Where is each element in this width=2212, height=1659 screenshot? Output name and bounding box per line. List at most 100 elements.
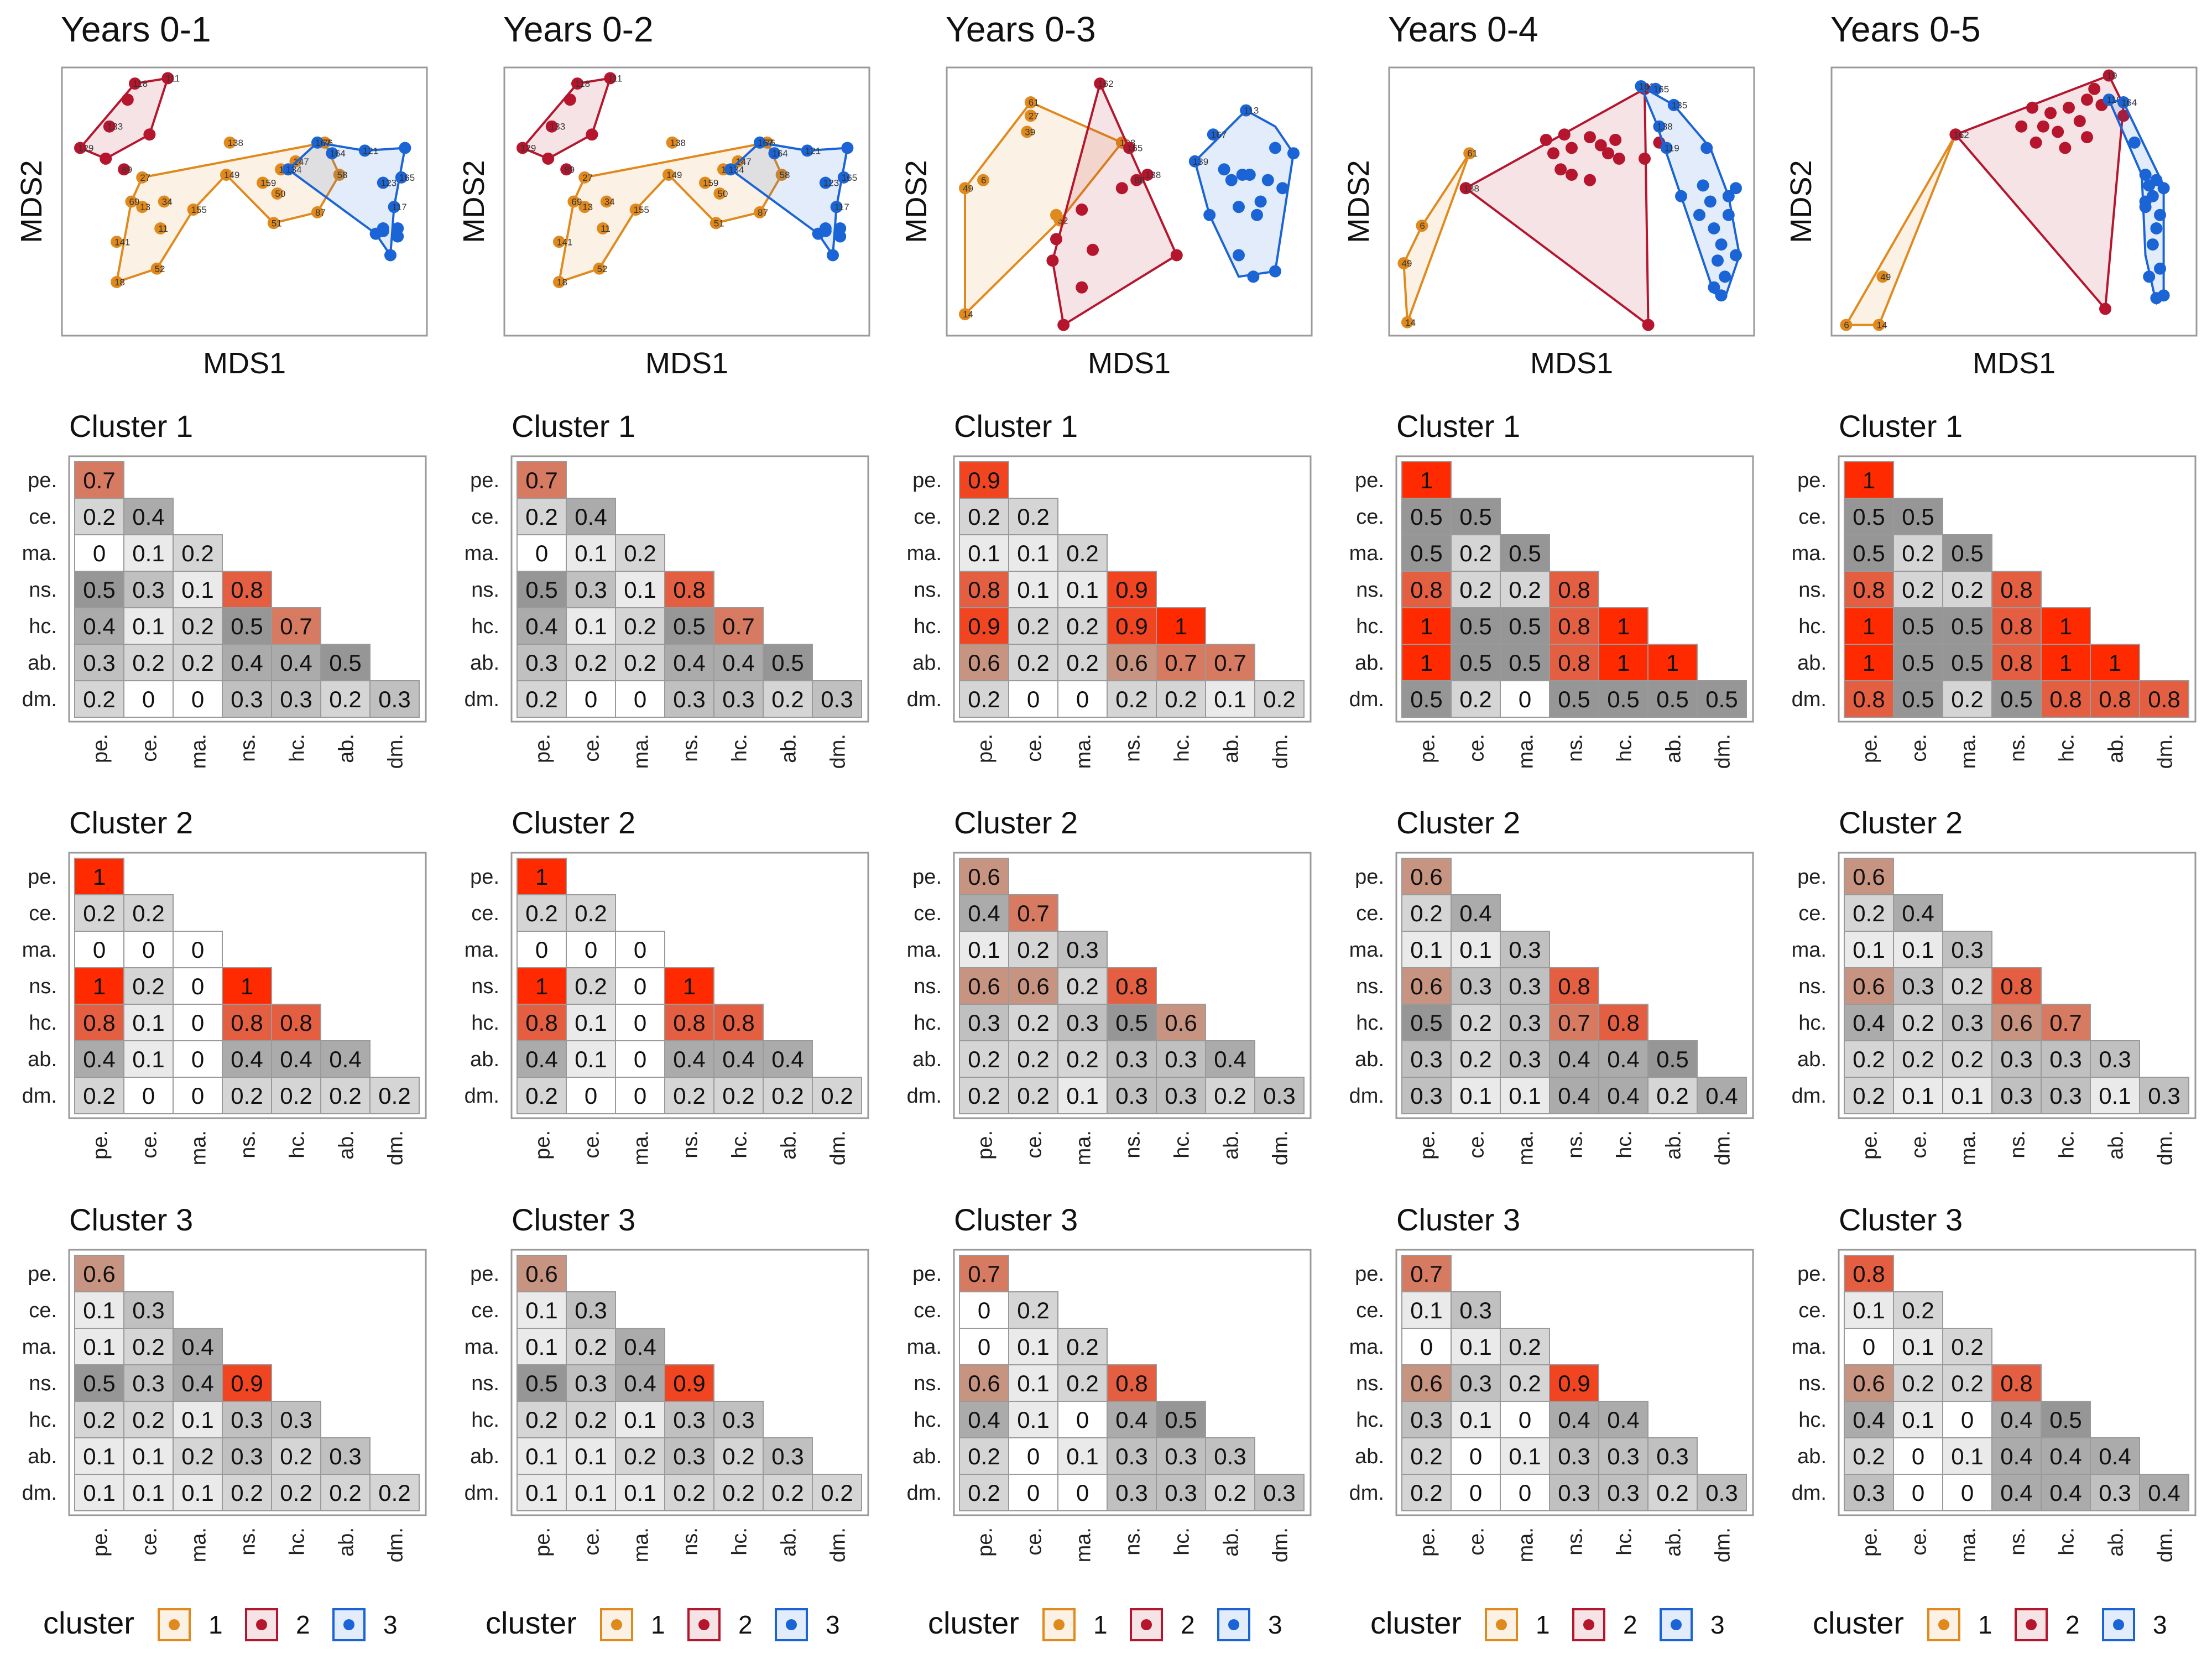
row-label: ns.	[914, 1372, 942, 1395]
legend-dot-1	[1938, 1619, 1949, 1630]
heatmap-cell-value: 0.3	[1263, 1480, 1295, 1506]
cluster-3-point	[1269, 265, 1281, 278]
cluster-2-point	[542, 152, 555, 165]
heatmap-cell	[320, 644, 371, 681]
heatmap-cell-value: 0.4	[1558, 1083, 1590, 1109]
column-label: ns.	[237, 1527, 260, 1556]
heatmap-cell-value: 0.3	[1705, 1480, 1738, 1506]
heatmap-title: Cluster 2	[954, 805, 1078, 840]
heatmap-cell-value: 0.7	[1214, 650, 1246, 676]
heatmap-cell	[1991, 680, 2042, 718]
heatmap-cell-value: 0.4	[280, 1046, 312, 1072]
heatmap-cell	[1893, 1437, 1943, 1475]
heatmap-cell-value: 0	[535, 937, 548, 963]
heatmap-cell-value: 0.1	[525, 1480, 557, 1506]
panel-title: Years 0-3	[946, 9, 1096, 49]
heatmap-cell	[2090, 1474, 2140, 1511]
row-label: ce.	[471, 1299, 499, 1322]
legend-label-1: 1	[1093, 1610, 1108, 1639]
heatmap-cell-value: 0.5	[329, 650, 361, 676]
cluster-2-point	[1949, 128, 1962, 141]
heatmap-cell-value: 0.5	[1853, 540, 1885, 566]
legend-key-3	[1217, 1608, 1250, 1641]
heatmap-cell	[1500, 1004, 1550, 1041]
heatmap-cell-value: 0.1	[132, 540, 164, 566]
heatmap-cell	[271, 1040, 321, 1078]
heatmap-cell-value: 0.2	[575, 650, 607, 676]
heatmap-cell	[1156, 644, 1206, 681]
panel-3: Years 0-31449661273910852162165138881391…	[900, 9, 1313, 1641]
heatmap-cell	[664, 1437, 714, 1475]
heatmap-cell-value: 0.3	[1558, 1443, 1590, 1469]
heatmap-cell-value: 0.8	[1558, 973, 1590, 999]
row-label: dm.	[1792, 1084, 1827, 1108]
heatmap-cell-value: 0.6	[1017, 973, 1049, 999]
cluster-1-point	[1397, 257, 1410, 270]
heatmap-cell-value: 0.3	[231, 1407, 263, 1433]
heatmap-cell-value: 0.4	[673, 650, 705, 676]
column-label: pe.	[1416, 734, 1439, 763]
cluster-2-point	[2030, 136, 2042, 149]
row-label: ab.	[912, 1445, 942, 1468]
heatmap-cell-value: 0	[634, 937, 646, 963]
cluster-3-point	[1188, 155, 1201, 168]
row-label: ma.	[1792, 938, 1827, 962]
heatmap-cell	[320, 1474, 371, 1511]
heatmap-cell-value: 1	[1420, 650, 1433, 676]
heatmap-cell-value: 0.6	[968, 650, 1000, 676]
column-label: ab.	[2105, 1527, 2128, 1557]
heatmap-cell	[615, 680, 665, 718]
column-label: pe.	[531, 1130, 555, 1160]
heatmap-cell-value: 0.8	[2000, 577, 2032, 603]
cluster-2-point	[2081, 93, 2093, 106]
row-label: pe.	[28, 469, 57, 492]
heatmap-cell-value: 0.2	[1509, 1370, 1541, 1396]
heatmap-cell	[517, 498, 567, 535]
cluster-2-point	[1642, 319, 1655, 331]
heatmap-cell	[664, 1040, 714, 1078]
row-label: ab.	[912, 1048, 942, 1071]
column-label: ab.	[778, 1527, 801, 1557]
heatmap-cell-value: 0.9	[1115, 613, 1147, 639]
column-label: dm.	[384, 1130, 408, 1165]
cluster-1-point	[267, 217, 280, 229]
column-label: ns.	[237, 1130, 260, 1159]
panel-title: Years 0-2	[503, 9, 654, 49]
row-label: ab.	[912, 651, 942, 675]
cluster-3-point	[2139, 195, 2152, 208]
heatmap-cell-value: 0.2	[1656, 1480, 1688, 1506]
cluster-2-point	[1540, 133, 1552, 146]
point-label: 165	[1653, 84, 1669, 95]
heatmap-cell-value: 0.3	[1509, 973, 1541, 999]
heatmap-cell-value: 0.4	[181, 1334, 213, 1360]
column-label: ce.	[1908, 1130, 1931, 1159]
point-label: 61	[1029, 97, 1039, 108]
heatmap-cell	[74, 1255, 124, 1292]
legend-label-3: 3	[1710, 1610, 1725, 1639]
cluster-1-point	[1463, 147, 1476, 160]
heatmap-cell	[1893, 644, 1943, 681]
column-label: ns.	[1121, 1527, 1145, 1556]
heatmap-cell	[271, 1077, 321, 1114]
heatmap-cell-value: 0.1	[1066, 1443, 1098, 1469]
column-label: ab.	[1220, 1527, 1243, 1557]
legend-dot-3	[1671, 1619, 1682, 1630]
legend-dot-2	[698, 1619, 709, 1630]
heatmap-cell-value: 0.5	[1509, 650, 1541, 676]
heatmap-cell-value: 0.3	[280, 686, 312, 712]
cluster-2-point	[1459, 182, 1472, 195]
heatmap-cell	[615, 1077, 665, 1114]
heatmap-cell	[615, 931, 665, 968]
cluster-2-point	[1057, 319, 1070, 331]
heatmap-cell	[74, 931, 124, 968]
heatmap-cell-value: 0.3	[1902, 973, 1934, 999]
heatmap-cell	[1942, 967, 1992, 1005]
heatmap-cell-value: 0.8	[1558, 650, 1590, 676]
heatmap-cell	[1844, 498, 1894, 535]
cluster-3-point	[1675, 190, 1687, 202]
column-label: ma.	[1515, 1130, 1538, 1165]
heatmap-cell-value: 0.4	[1558, 1046, 1590, 1072]
heatmap-cell-value: 0	[1469, 1480, 1482, 1506]
point-label: 50	[275, 189, 285, 199]
heatmap-cell-value: 0.5	[1115, 1010, 1147, 1036]
